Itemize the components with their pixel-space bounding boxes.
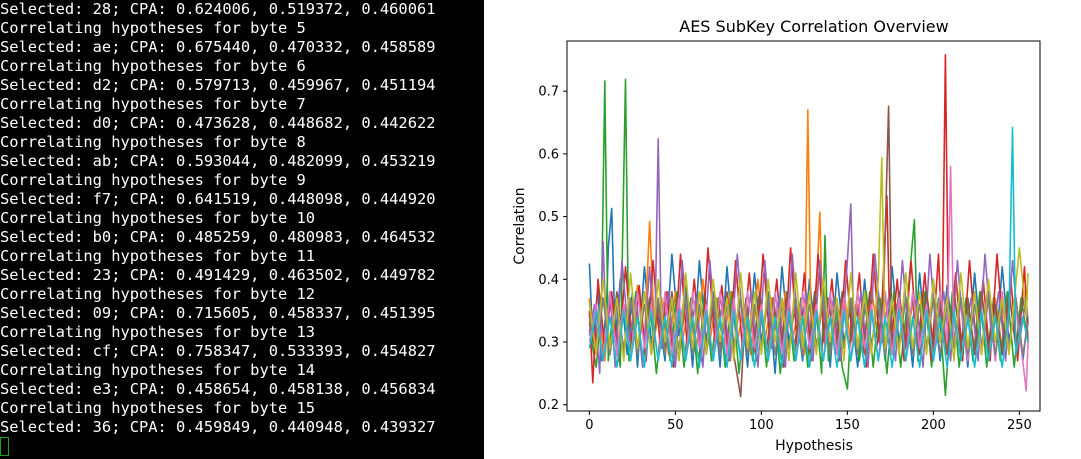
terminal-line: Correlating hypotheses for byte 8: [0, 133, 306, 151]
x-tick-label: 200: [921, 418, 946, 433]
terminal-line: Correlating hypotheses for byte 6: [0, 57, 306, 75]
terminal-line: Selected: b0; CPA: 0.485259, 0.480983, 0…: [0, 228, 436, 246]
series-line-9: [588, 156, 1029, 362]
y-tick-label: 0.5: [538, 210, 559, 225]
y-tick-label: 0.3: [538, 336, 559, 351]
terminal-line: Correlating hypotheses for byte 12: [0, 285, 316, 303]
correlation-chart: AES SubKey Correlation Overview 0 50 100 15…: [512, 17, 1041, 454]
terminal-line: Selected: d2; CPA: 0.579713, 0.459967, 0…: [0, 76, 436, 94]
x-tick-label: 50: [667, 418, 684, 433]
x-tick-label: 150: [835, 418, 860, 433]
terminal-line: Correlating hypotheses for byte 10: [0, 209, 316, 227]
terminal-output: Selected: 28; CPA: 0.624006, 0.519372, 0…: [0, 0, 436, 437]
y-tick-label: 0.4: [538, 273, 559, 288]
terminal-window[interactable]: Selected: 28; CPA: 0.624006, 0.519372, 0…: [0, 0, 484, 459]
y-tick-label: 0.7: [538, 85, 559, 100]
y-tick-label: 0.6: [538, 147, 559, 162]
terminal-line: Selected: 28; CPA: 0.624006, 0.519372, 0…: [0, 0, 436, 18]
axes-frame: [566, 40, 1041, 412]
tick-layer: 0 50 100 150 200 250 0.2 0.3 0.4 0.5 0.6 0.7: [538, 85, 1031, 433]
terminal-cursor: [0, 437, 9, 456]
terminal-line: Selected: f7; CPA: 0.641519, 0.448098, 0…: [0, 190, 436, 208]
chart-title: AES SubKey Correlation Overview: [679, 17, 948, 36]
terminal-line: Selected: ae; CPA: 0.675440, 0.470332, 0…: [0, 38, 436, 56]
terminal-line: Correlating hypotheses for byte 5: [0, 19, 306, 37]
terminal-line: Selected: ab; CPA: 0.593044, 0.482099, 0…: [0, 152, 436, 170]
terminal-line: Selected: 23; CPA: 0.491429, 0.463502, 0…: [0, 266, 436, 284]
x-tick-label: 100: [749, 418, 774, 433]
terminal-line: Selected: d0; CPA: 0.473628, 0.448682, 0…: [0, 114, 436, 132]
terminal-line: Correlating hypotheses for byte 9: [0, 171, 306, 189]
x-tick-label: 0: [585, 418, 593, 433]
terminal-line: Selected: 36; CPA: 0.459849, 0.440948, 0…: [0, 418, 436, 436]
x-tick-label: 250: [1007, 418, 1032, 433]
terminal-line: Selected: 09; CPA: 0.715605, 0.458337, 0…: [0, 304, 436, 322]
terminal-line: Correlating hypotheses for byte 11: [0, 247, 316, 265]
terminal-line: Selected: e3; CPA: 0.458654, 0.458138, 0…: [0, 380, 436, 398]
series-layer: [588, 53, 1029, 398]
series-line-10: [588, 126, 1029, 368]
terminal-line: Correlating hypotheses for byte 14: [0, 361, 316, 379]
x-axis-label: Hypothesis: [775, 438, 853, 454]
plot-window: AES SubKey Correlation Overview 0 50 100 15…: [484, 0, 1081, 459]
terminal-line: Selected: cf; CPA: 0.758347, 0.533393, 0…: [0, 342, 436, 360]
terminal-line: Correlating hypotheses for byte 7: [0, 95, 306, 113]
terminal-line: Correlating hypotheses for byte 13: [0, 323, 316, 341]
y-tick-label: 0.2: [538, 398, 559, 413]
y-axis-label: Correlation: [512, 187, 528, 264]
terminal-line: Correlating hypotheses for byte 15: [0, 399, 316, 417]
